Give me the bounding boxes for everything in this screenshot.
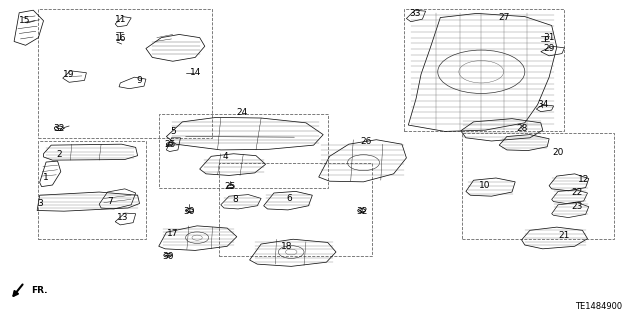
Text: 30: 30 — [162, 252, 173, 261]
Text: 16: 16 — [115, 34, 126, 43]
Bar — [219, 163, 372, 256]
Text: 30: 30 — [183, 207, 195, 216]
Text: 3: 3 — [37, 199, 42, 208]
Text: 21: 21 — [559, 231, 570, 240]
Bar — [38, 141, 146, 239]
Text: 24: 24 — [236, 108, 248, 117]
Text: 18: 18 — [281, 242, 292, 251]
Bar — [38, 9, 212, 138]
Text: 17: 17 — [167, 229, 179, 238]
Text: 32: 32 — [53, 124, 65, 133]
Text: 34: 34 — [537, 100, 548, 109]
Text: 20: 20 — [552, 148, 564, 157]
Text: 32: 32 — [356, 207, 367, 216]
Text: 22: 22 — [572, 189, 583, 197]
Text: 31: 31 — [543, 33, 555, 42]
Text: 4: 4 — [223, 152, 228, 161]
Text: TE1484900: TE1484900 — [575, 302, 622, 311]
Text: 11: 11 — [115, 15, 126, 24]
Text: 1: 1 — [44, 173, 49, 182]
Text: 6: 6 — [287, 194, 292, 203]
Bar — [462, 133, 614, 239]
Text: 14: 14 — [189, 68, 201, 77]
Text: 29: 29 — [543, 44, 555, 53]
Text: 27: 27 — [499, 13, 510, 22]
Text: 10: 10 — [479, 181, 491, 190]
Bar — [404, 9, 564, 131]
Text: FR.: FR. — [31, 286, 47, 295]
Text: 7: 7 — [108, 197, 113, 206]
Text: 28: 28 — [516, 124, 527, 133]
Bar — [159, 114, 328, 188]
Text: 25: 25 — [164, 140, 175, 149]
Text: 5: 5 — [170, 127, 175, 136]
Text: 8: 8 — [233, 195, 238, 204]
Text: 23: 23 — [572, 202, 583, 211]
Text: 13: 13 — [117, 213, 129, 222]
Text: 25: 25 — [225, 182, 236, 191]
Text: 15: 15 — [19, 16, 30, 25]
Text: 2: 2 — [56, 150, 61, 159]
Text: 26: 26 — [360, 137, 372, 146]
Text: 12: 12 — [578, 175, 589, 184]
Text: 19: 19 — [63, 70, 75, 78]
Text: 9: 9 — [137, 76, 142, 85]
Text: 33: 33 — [409, 9, 420, 18]
